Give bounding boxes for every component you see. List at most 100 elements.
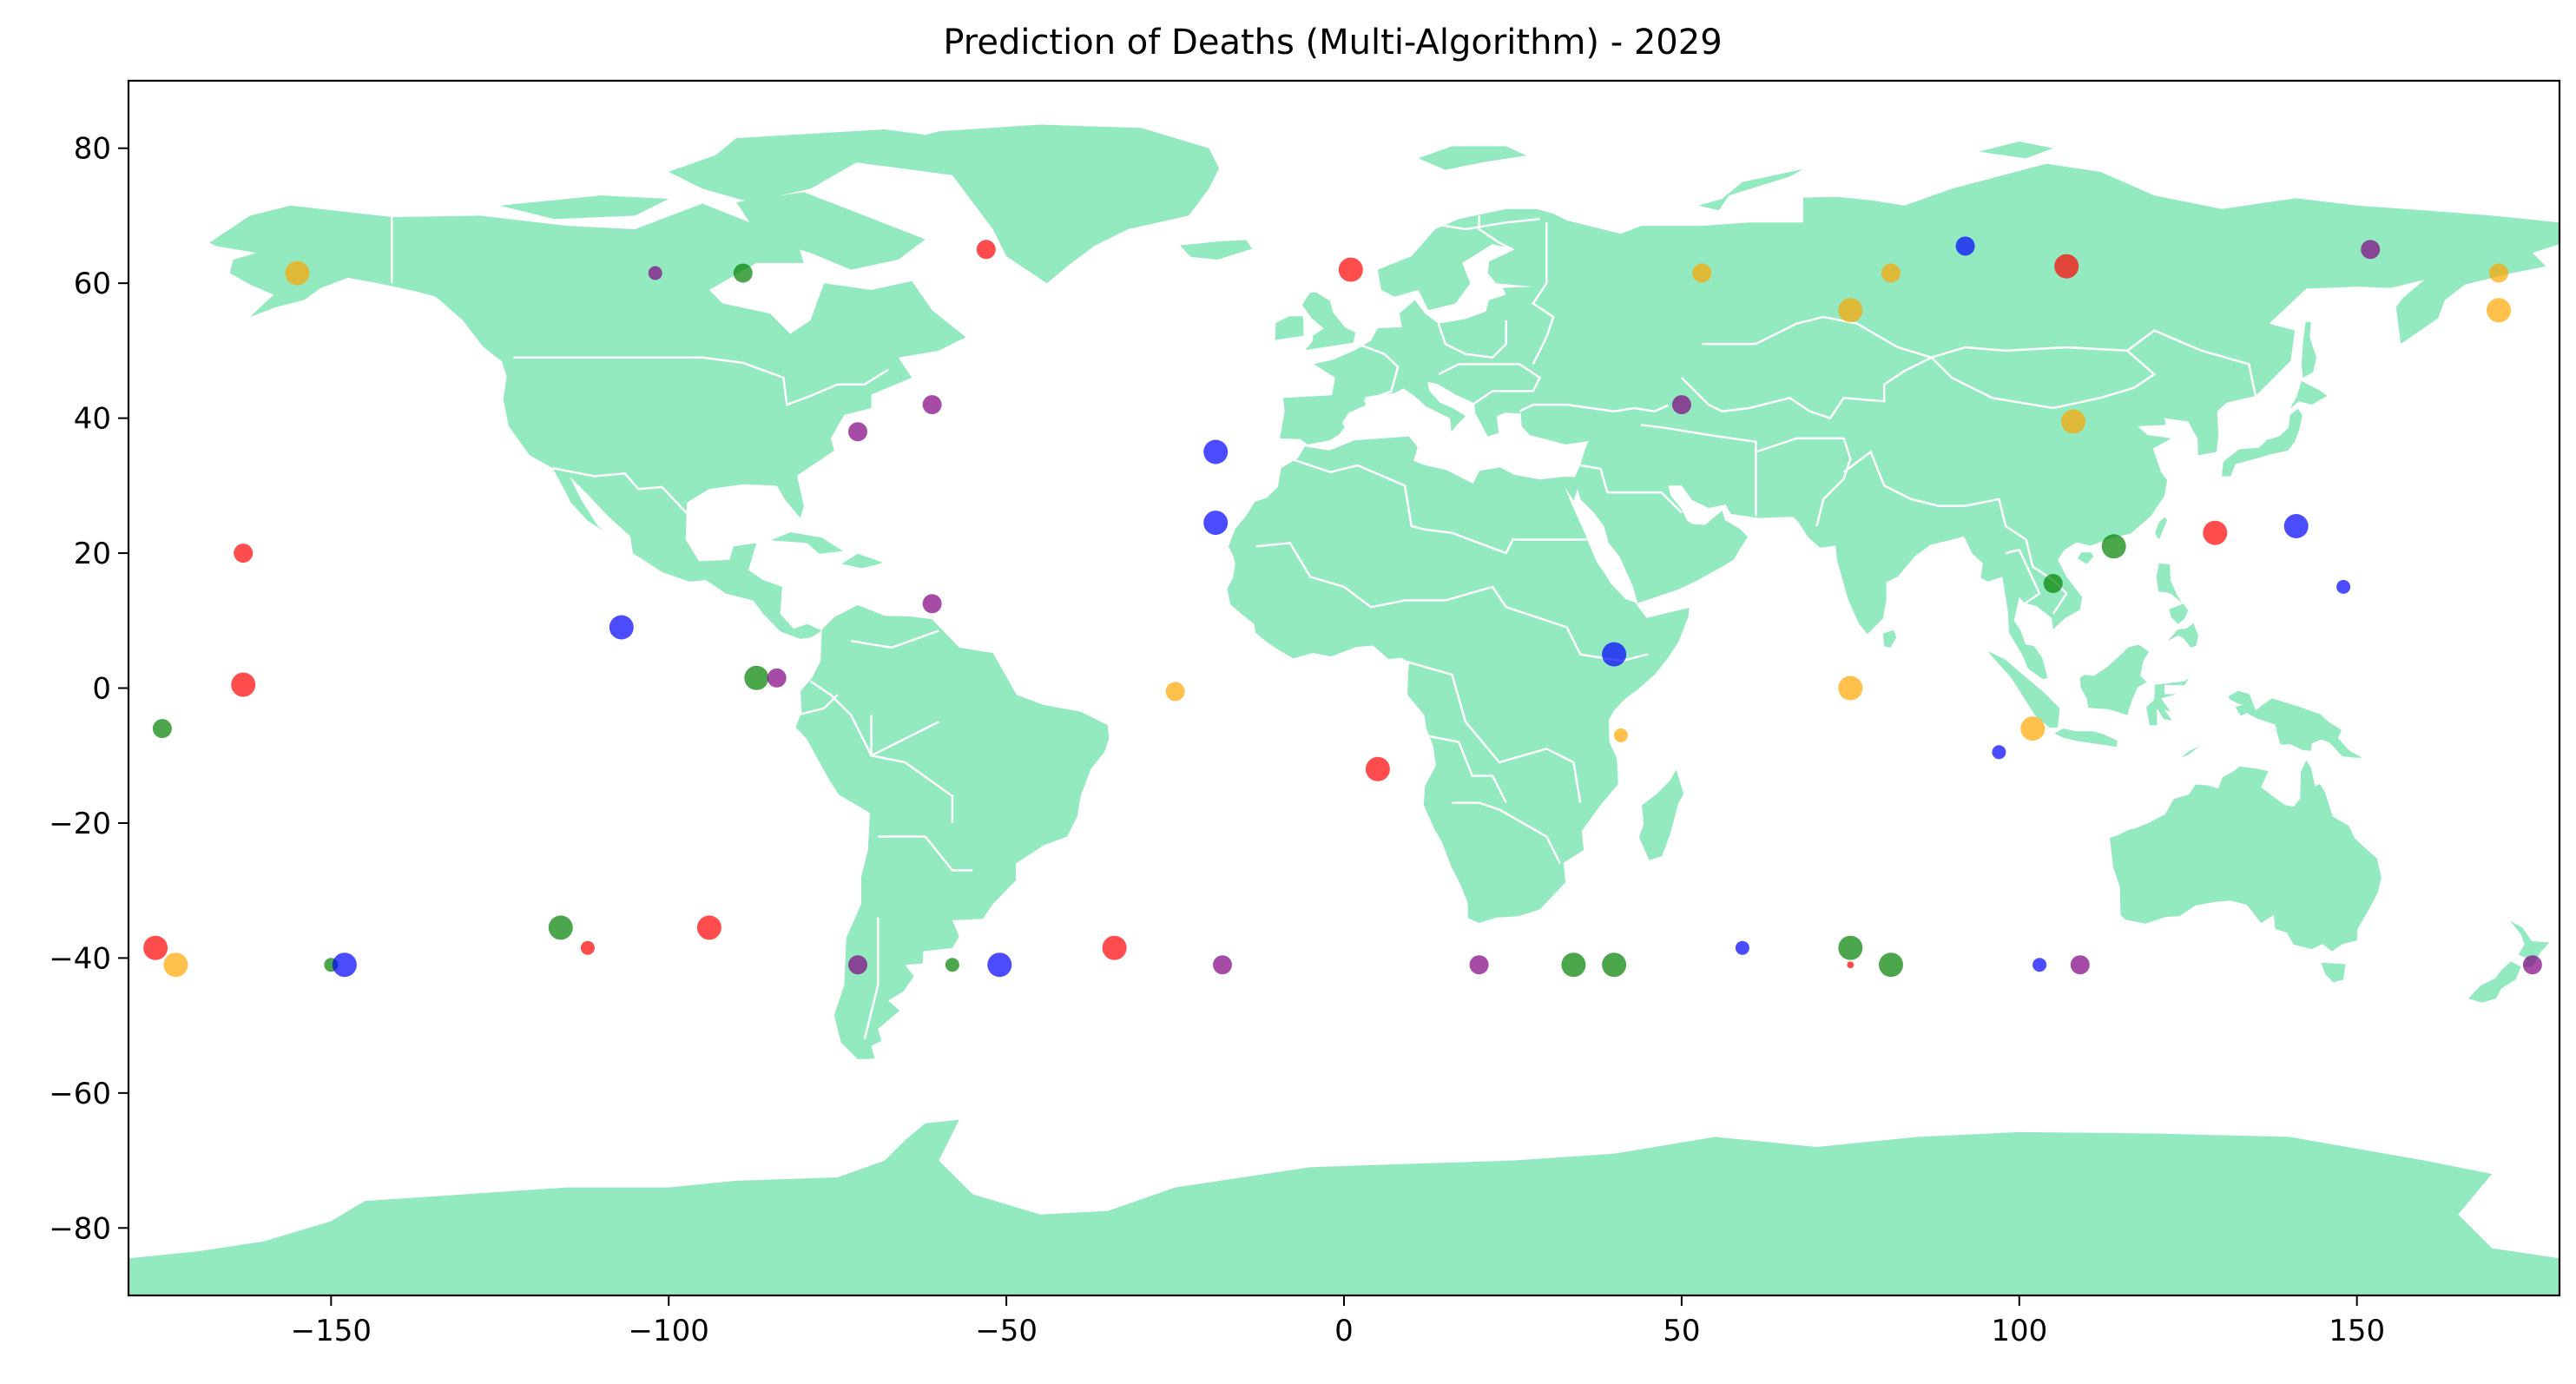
country-border-7: [863, 917, 880, 1040]
landmass-hainan: [2077, 552, 2094, 564]
landmass-philippines-mindanao: [2167, 623, 2198, 648]
country-border-29: [1425, 218, 1540, 231]
data-point-green: [945, 958, 959, 972]
data-point-orange: [285, 260, 310, 286]
landmass-taiwan: [2155, 517, 2168, 540]
data-point-red: [1102, 935, 1127, 960]
data-point-red: [696, 915, 721, 940]
data-point-purple: [922, 395, 942, 415]
data-point-blue: [1735, 940, 1749, 955]
data-point-purple: [648, 266, 662, 280]
landmass-java: [2054, 728, 2118, 748]
country-border-5: [870, 715, 954, 823]
y-tick-label: 60: [74, 267, 111, 301]
data-point-purple: [1213, 955, 1232, 975]
country-border-6: [878, 835, 973, 872]
country-border-17: [1519, 403, 1669, 413]
country-border-20: [1756, 437, 1852, 527]
data-point-green: [2043, 574, 2063, 593]
y-tick-label: 20: [74, 537, 111, 571]
country-border-28: [1478, 215, 1513, 251]
plot-area: [128, 124, 2560, 1295]
data-point-blue: [609, 615, 634, 640]
data-point-purple: [1469, 955, 1489, 975]
data-point-orange: [1165, 682, 1185, 702]
landmass-tasmania: [2321, 962, 2346, 983]
landmass-hokkaido: [2289, 380, 2328, 409]
country-border-8: [1289, 458, 1593, 555]
landmass-philippines-luzon: [2156, 563, 2183, 603]
landmass-hispaniola: [841, 553, 883, 569]
data-point-blue: [332, 952, 357, 978]
country-border-22: [1681, 356, 1933, 420]
data-point-red: [2203, 520, 2228, 545]
landmass-sri-lanka: [1882, 629, 1897, 648]
data-point-blue: [1955, 236, 1975, 256]
data-point-blue: [2032, 958, 2047, 972]
data-point-green: [1561, 952, 1586, 978]
data-point-green: [1602, 952, 1627, 978]
data-point-orange: [1692, 263, 1712, 283]
country-border-12: [1425, 734, 1507, 804]
data-point-green: [548, 915, 573, 940]
country-border-25: [1930, 349, 2157, 410]
landmass-canadian-arctic: [499, 195, 669, 220]
y-tick-label: 80: [74, 132, 111, 167]
landmass-borneo: [2079, 644, 2150, 715]
landmass-australia: [2110, 760, 2382, 952]
data-point-red: [1365, 756, 1390, 781]
country-border-21: [1842, 450, 2027, 541]
data-point-blue: [1992, 745, 2006, 760]
land-masses: [128, 124, 2560, 1295]
data-point-purple: [2070, 955, 2090, 975]
country-border-13: [1357, 342, 1400, 403]
landmass-greenland: [851, 124, 1220, 284]
data-point-green: [1879, 952, 1903, 978]
data-point-orange: [163, 952, 188, 978]
data-point-green: [152, 719, 172, 739]
data-point-red: [143, 935, 168, 960]
x-tick-label: 50: [1663, 1314, 1700, 1348]
landmass-antarctica: [128, 1119, 2560, 1295]
data-point-purple: [922, 594, 942, 614]
data-point-orange: [1838, 676, 1863, 701]
landmass-madagascar: [1638, 769, 1684, 860]
data-point-purple: [2522, 955, 2542, 975]
landmass-svalbard: [1418, 146, 1526, 170]
country-border-4: [850, 629, 939, 649]
data-point-blue: [2283, 514, 2309, 538]
data-point-red: [580, 940, 595, 955]
landmass-sakhalin: [2301, 321, 2316, 378]
x-tick-label: 100: [1991, 1314, 2047, 1348]
landmass-timor: [2181, 744, 2204, 758]
data-point-orange: [2489, 263, 2508, 283]
y-tick-label: 40: [74, 402, 111, 437]
landmass-iceland: [1180, 240, 1253, 260]
data-point-orange: [2020, 716, 2046, 741]
x-tick-label: 0: [1334, 1314, 1354, 1348]
landmass-nz-north: [2510, 920, 2550, 967]
prediction-points: [143, 236, 2542, 978]
landmass-novaya-zemlya: [1698, 168, 1803, 211]
landmass-north-america: [209, 203, 966, 639]
landmass-baffin-south: [736, 192, 926, 270]
data-point-purple: [848, 422, 867, 442]
data-point-green: [1838, 935, 1863, 960]
data-point-red: [1338, 257, 1363, 282]
data-point-green: [2101, 534, 2126, 559]
landmass-sumatra: [1987, 650, 2060, 728]
country-border-15: [1532, 222, 1555, 365]
landmass-sulawesi: [2146, 677, 2189, 726]
country-border-18: [1579, 464, 1683, 514]
x-tick-label: −150: [291, 1314, 372, 1348]
landmass-japan: [2222, 408, 2303, 477]
x-tick-label: −50: [975, 1314, 1038, 1348]
y-tick-label: −40: [49, 941, 111, 976]
data-point-blue: [1602, 642, 1627, 667]
country-border-16: [1438, 363, 1542, 406]
country-border-14: [1437, 320, 1507, 359]
data-point-purple: [848, 955, 867, 975]
data-point-blue: [2336, 579, 2351, 594]
